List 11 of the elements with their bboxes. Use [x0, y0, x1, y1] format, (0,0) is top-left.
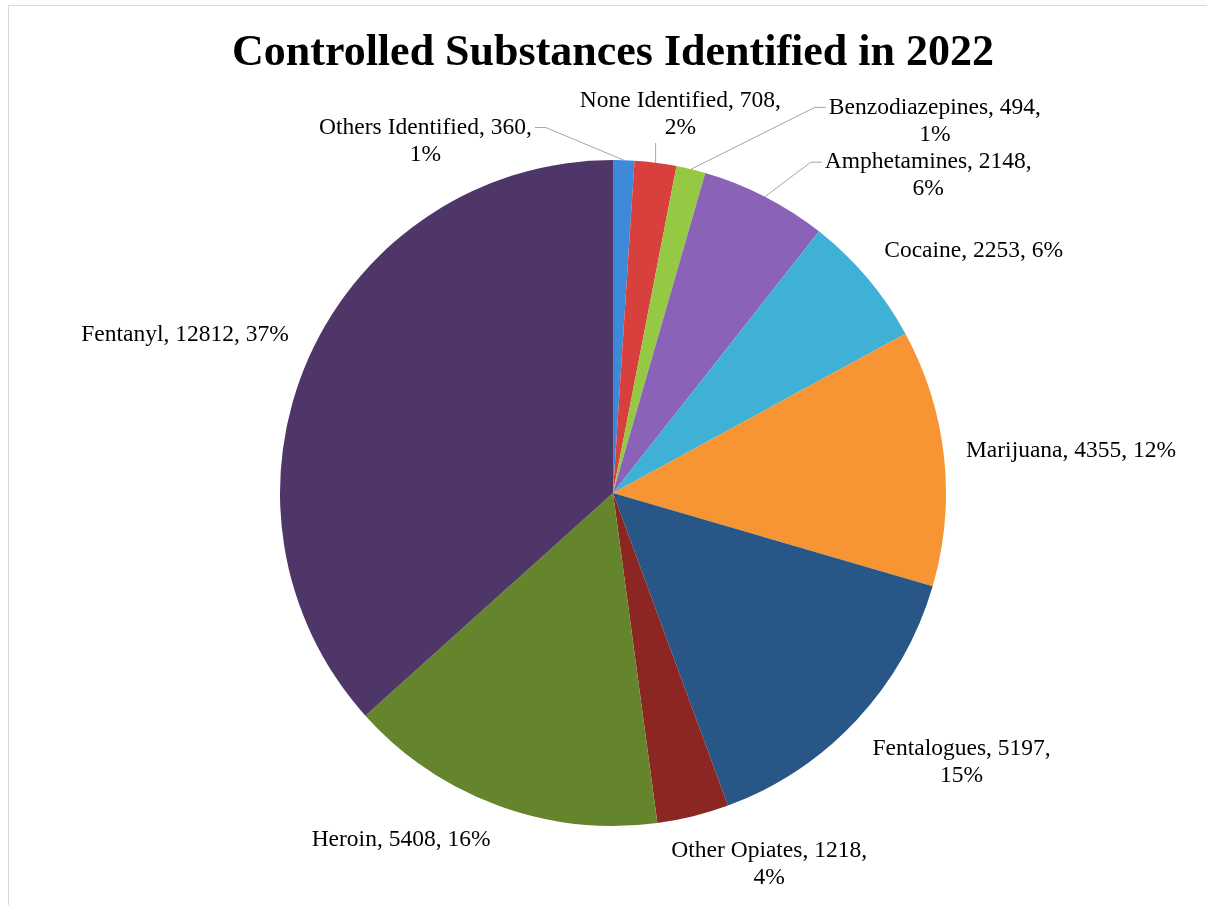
slice-label: Cocaine, 2253, 6%	[884, 235, 1064, 262]
slice-label: Fentanyl, 12812, 37%	[81, 320, 289, 347]
slice-label: Marijuana, 4355, 12%	[965, 435, 1177, 462]
slice-label: Other Opiates, 1218, 4%	[671, 836, 868, 890]
slice-label: Heroin, 5408, 16%	[311, 824, 491, 851]
chart-title: Controlled Substances Identified in 2022	[232, 26, 994, 75]
slice-label: Benzodiazepines, 494, 1%	[828, 92, 1041, 146]
slice-label: Amphetamines, 2148, 6%	[824, 147, 1032, 201]
slice-label: Others Identified, 360, 1%	[319, 112, 532, 166]
slice-label: None Identified, 708, 2%	[579, 85, 781, 139]
slice-label: Fentalogues, 5197, 15%	[872, 733, 1051, 787]
